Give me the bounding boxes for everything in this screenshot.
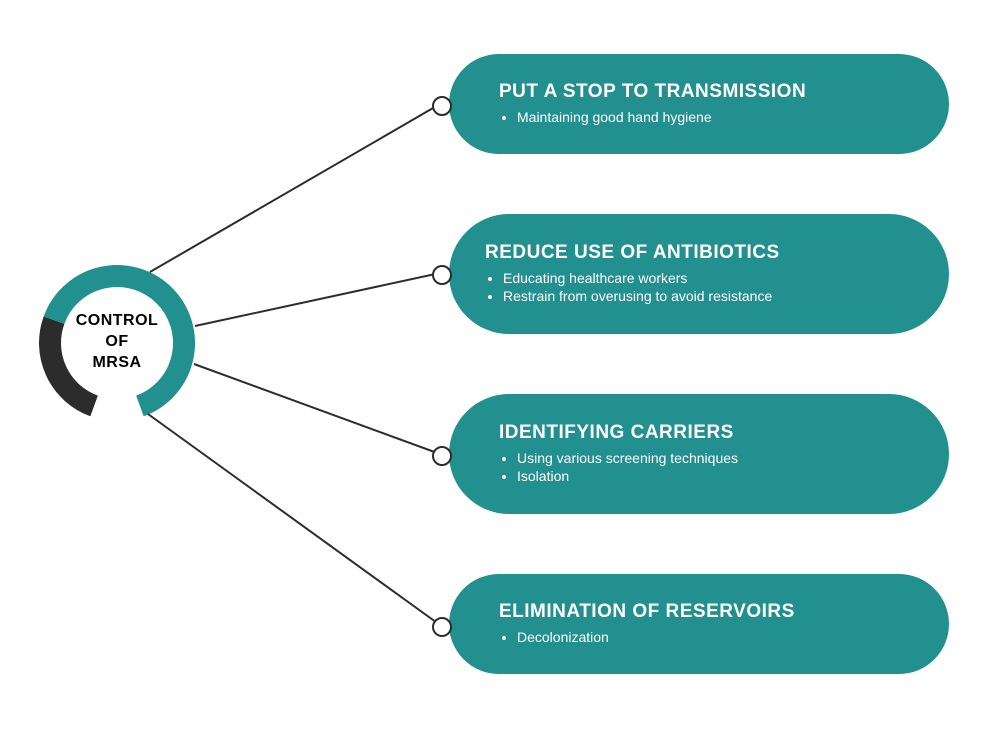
box-bullet: Educating healthcare workers bbox=[503, 270, 919, 286]
connector-dot bbox=[432, 96, 452, 116]
connector-dot bbox=[432, 446, 452, 466]
box-title: PUT A STOP TO TRANSMISSION bbox=[499, 81, 919, 103]
connector-line bbox=[195, 273, 440, 326]
connector-line bbox=[148, 414, 440, 625]
box-bullet: Restrain from overusing to avoid resista… bbox=[503, 288, 919, 304]
box-bullets: Maintaining good hand hygiene bbox=[499, 107, 919, 127]
connector-line bbox=[150, 104, 440, 272]
box-title: ELIMINATION OF RESERVOIRS bbox=[499, 601, 919, 623]
box-bullet: Maintaining good hand hygiene bbox=[517, 109, 919, 125]
connector-line bbox=[194, 364, 440, 454]
box-bullets: Educating healthcare workers Restrain fro… bbox=[485, 268, 919, 306]
box-reservoirs: ELIMINATION OF RESERVOIRS Decolonization bbox=[449, 574, 949, 674]
box-bullet: Using various screening techniques bbox=[517, 450, 919, 466]
box-bullets: Using various screening techniques Isolat… bbox=[499, 448, 919, 486]
box-carriers: IDENTIFYING CARRIERS Using various screen… bbox=[449, 394, 949, 514]
box-bullet: Isolation bbox=[517, 468, 919, 484]
connector-dot bbox=[432, 265, 452, 285]
box-transmission: PUT A STOP TO TRANSMISSION Maintaining go… bbox=[449, 54, 949, 154]
box-antibiotics: REDUCE USE OF ANTIBIOTICS Educating healt… bbox=[449, 214, 949, 334]
box-bullet: Decolonization bbox=[517, 629, 919, 645]
box-title: REDUCE USE OF ANTIBIOTICS bbox=[485, 242, 919, 264]
connector-dot bbox=[432, 617, 452, 637]
box-bullets: Decolonization bbox=[499, 627, 919, 647]
box-title: IDENTIFYING CARRIERS bbox=[499, 422, 919, 444]
